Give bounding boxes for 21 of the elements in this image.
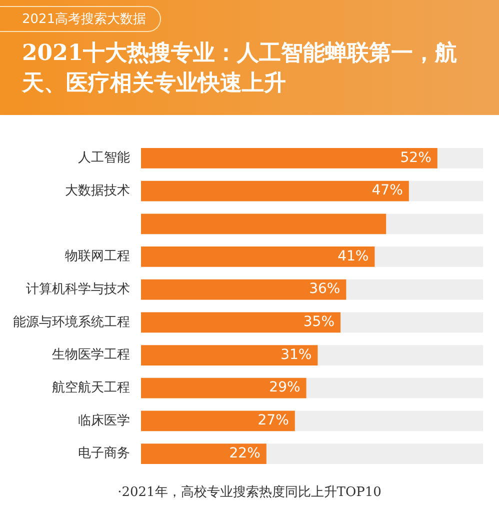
y-tick-label: 生物医学工程	[52, 348, 130, 363]
data-label: 52%	[400, 150, 432, 166]
y-tick-label: 能源与环境系统工程	[13, 314, 130, 330]
text: ·2021年，高校专业搜索热度同比上升TOP10	[116, 484, 382, 501]
y-tick-label: 大数据技术	[65, 183, 130, 198]
y-tick-label: 计算机科学与技术	[26, 282, 130, 297]
data-label: 27%	[258, 412, 289, 429]
chart-title: 2021十大热搜专业：人工智能蝉联第一，航天、医疗相关专业快速上升	[22, 39, 458, 98]
y-tick-label: 人工智能	[78, 150, 130, 166]
y-tick-label: 航空航天工程	[52, 380, 130, 396]
data-label: 29%	[269, 380, 300, 396]
y-tick-label: 物联网工程	[65, 249, 130, 264]
y-tick-label: 临床医学	[78, 413, 130, 428]
data-label: 36%	[309, 281, 340, 298]
data-label: 47%	[372, 182, 403, 199]
data-label: 35%	[303, 314, 334, 330]
chart-subtitle: 2021高考搜索大数据	[0, 6, 162, 32]
data-label: 31%	[280, 346, 312, 363]
data-label: 22%	[229, 445, 260, 462]
data-label: 41%	[338, 248, 369, 264]
y-tick-label: 电子商务	[78, 446, 130, 462]
